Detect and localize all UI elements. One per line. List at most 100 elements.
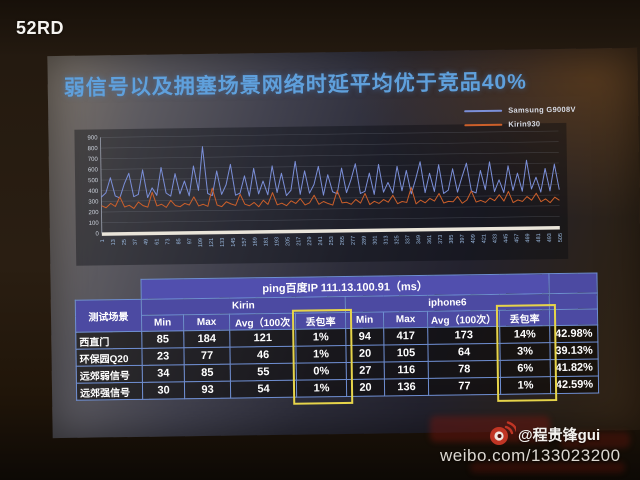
svg-text:1: 1	[100, 239, 106, 242]
svg-text:181: 181	[263, 237, 269, 246]
iphone-value-cell: 173	[427, 326, 500, 345]
latency-line-chart: 0 100 200 300 400 500 600 700 800 900 1 13 25 37 49 61 7…	[87, 130, 564, 247]
svg-text:900: 900	[87, 135, 98, 141]
svg-text:37: 37	[133, 239, 139, 245]
svg-text:121: 121	[209, 238, 215, 247]
svg-text:0: 0	[95, 231, 99, 237]
svg-text:313: 313	[383, 235, 389, 244]
sub-header: 丢包率	[295, 312, 346, 330]
svg-text:133: 133	[220, 238, 226, 247]
svg-text:85: 85	[176, 238, 182, 244]
legend-label: Samsung G9008V	[508, 104, 576, 115]
sub-header: Avg（100次	[229, 313, 296, 331]
iphone-value-cell: 94	[345, 327, 384, 346]
svg-text:300: 300	[88, 199, 99, 205]
svg-text:700: 700	[88, 157, 99, 163]
svg-text:217: 217	[296, 237, 302, 246]
svg-text:97: 97	[187, 238, 193, 244]
kirin-value-cell: 23	[141, 347, 185, 366]
svg-text:205: 205	[285, 237, 291, 246]
iphone-value-cell: 77	[428, 377, 501, 396]
svg-text:241: 241	[318, 236, 324, 245]
iphone-value-cell: 6%	[500, 359, 551, 378]
svg-text:13: 13	[111, 239, 117, 245]
svg-text:100: 100	[89, 221, 100, 227]
svg-text:397: 397	[460, 234, 466, 243]
weibo-handle: @程贵锋gui	[518, 427, 601, 444]
iphone-value-cell: 1%	[500, 376, 551, 395]
weibo-watermark: @程贵锋gui weibo.com/133023200	[438, 414, 638, 476]
ping-table: ping百度IP 111.13.100.91（ms） 测试场景 Kirin iphon…	[74, 272, 599, 401]
iphone-value-cell: 136	[384, 378, 429, 396]
kirin-value-cell: 85	[184, 364, 231, 382]
svg-text:361: 361	[427, 235, 433, 244]
kirin-value-cell: 121	[229, 329, 296, 348]
gain-cell: 42.98%	[549, 324, 598, 343]
svg-text:505: 505	[558, 233, 564, 242]
scenario-header: 测试场景	[75, 299, 142, 333]
svg-text:193: 193	[274, 237, 280, 246]
weibo-url: weibo.com/133023200	[440, 446, 621, 465]
iphone-value-cell: 64	[427, 343, 501, 362]
scenario-cell: 环保园Q20	[75, 348, 143, 367]
sub-header: Min	[141, 314, 184, 332]
svg-text:25: 25	[122, 239, 128, 245]
red-stamp-watermark	[560, 432, 630, 448]
svg-text:457: 457	[514, 234, 520, 243]
svg-text:409: 409	[471, 234, 477, 243]
svg-text:301: 301	[373, 236, 379, 245]
iphone-value-cell: 105	[383, 344, 429, 362]
sub-header: Avg（100次）	[427, 310, 500, 328]
svg-text:157: 157	[242, 237, 248, 246]
svg-text:289: 289	[362, 236, 368, 245]
svg-text:253: 253	[329, 236, 335, 245]
gain-column-header	[548, 272, 598, 294]
svg-text:49: 49	[144, 239, 150, 245]
svg-text:229: 229	[307, 236, 313, 245]
svg-text:265: 265	[340, 236, 346, 245]
svg-text:73: 73	[165, 238, 171, 244]
red-stamp-watermark	[430, 416, 550, 442]
iphone-value-cell: 14%	[499, 325, 550, 344]
sub-header: Max	[183, 314, 230, 331]
kirin-value-cell: 55	[230, 363, 297, 382]
presentation-slide: 弱信号以及拥塞场景网络时延平均优于竞品40% Samsung G9008V Ki…	[47, 47, 640, 439]
red-stamp-watermark	[470, 462, 625, 473]
kirin-value-cell: 0%	[296, 362, 347, 381]
scenario-cell: 远郊强信号	[76, 382, 143, 401]
sub-header: Max	[383, 311, 428, 328]
kirin-value-cell: 1%	[295, 328, 346, 347]
kirin-value-cell: 30	[142, 381, 185, 400]
svg-text:500: 500	[88, 178, 99, 184]
svg-text:800: 800	[88, 146, 99, 152]
svg-text:61: 61	[154, 239, 160, 245]
svg-text:400: 400	[88, 189, 99, 195]
iphone-value-cell: 116	[384, 361, 429, 379]
iphone-value-cell: 20	[346, 378, 385, 397]
gain-column-header	[549, 308, 598, 326]
iphone-value-cell: 78	[428, 360, 501, 379]
svg-text:493: 493	[547, 233, 553, 242]
kirin-value-cell: 54	[230, 380, 297, 399]
svg-text:200: 200	[89, 210, 100, 216]
kirin-value-cell: 34	[142, 364, 185, 383]
iphone-value-cell: 20	[345, 344, 385, 363]
svg-text:349: 349	[416, 235, 422, 244]
kirin-value-cell: 77	[183, 347, 231, 365]
kirin-value-cell: 1%	[295, 345, 347, 364]
scenario-cell: 远郊弱信号	[76, 365, 143, 384]
kirin-value-cell: 46	[229, 346, 297, 365]
gain-cell: 39.13%	[549, 341, 599, 360]
svg-text:325: 325	[394, 235, 400, 244]
svg-text:433: 433	[492, 234, 498, 243]
sub-header: 丢包率	[499, 309, 550, 327]
svg-text:469: 469	[525, 233, 531, 242]
iphone-value-cell: 27	[346, 361, 385, 380]
kirin-value-cell: 85	[141, 330, 184, 349]
kirin-value-cell: 93	[184, 381, 231, 399]
legend-swatch	[464, 109, 503, 112]
kirin-value-cell: 1%	[296, 379, 347, 398]
weibo-icon	[490, 421, 516, 445]
table-corner	[75, 279, 141, 300]
